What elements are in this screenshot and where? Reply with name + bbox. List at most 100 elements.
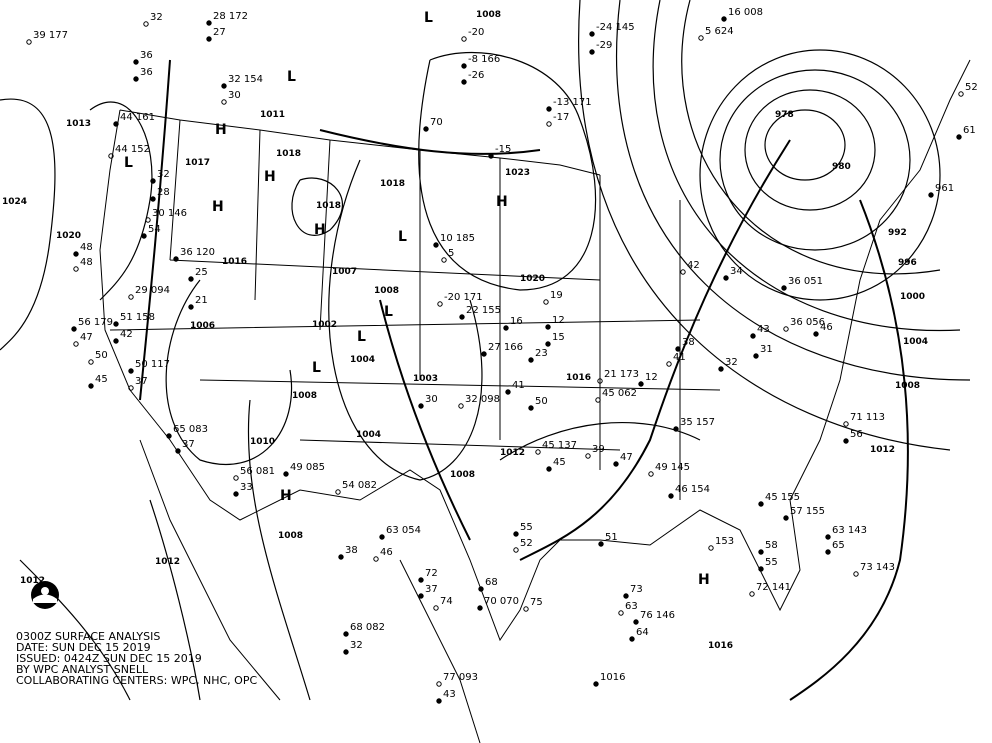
station-value: 25 xyxy=(195,267,208,278)
station-marker xyxy=(781,285,787,291)
station-value: -24 145 xyxy=(596,22,635,33)
station-marker xyxy=(343,649,349,655)
isobar-label: 1016 xyxy=(708,641,733,651)
station-value: 5 xyxy=(448,248,454,259)
station-marker xyxy=(113,321,119,327)
station-value: 35 157 xyxy=(680,417,715,428)
station-marker xyxy=(528,405,534,411)
station-marker xyxy=(433,242,439,248)
station-value: 31 xyxy=(760,344,773,355)
station-marker xyxy=(188,276,194,282)
station-value: 19 xyxy=(550,290,563,301)
station-value: 73 xyxy=(630,584,643,595)
station-value: 30 xyxy=(425,394,438,405)
isobar-label: 1008 xyxy=(374,286,399,296)
station-marker xyxy=(73,266,79,272)
station-marker xyxy=(956,134,962,140)
isobar-label: 1012 xyxy=(155,557,180,567)
station-marker xyxy=(721,16,727,22)
station-value: 46 xyxy=(380,547,393,558)
station-marker xyxy=(441,257,447,263)
station-marker xyxy=(418,593,424,599)
pressure-centers: H H H H H H H L L L L L L L xyxy=(124,10,710,588)
station-marker xyxy=(433,605,439,611)
station-marker xyxy=(143,21,149,27)
station-value: 42 xyxy=(687,260,700,271)
station-marker xyxy=(528,357,534,363)
isobar-label: 1017 xyxy=(185,158,210,168)
station-marker xyxy=(233,475,239,481)
station-marker xyxy=(535,449,541,455)
station-marker xyxy=(598,541,604,547)
station-value: 61 xyxy=(963,125,976,136)
isobar-label: 1004 xyxy=(350,355,375,365)
station-value: 46 154 xyxy=(675,484,710,495)
station-value: 12 xyxy=(645,372,658,383)
station-value: 50 xyxy=(95,350,108,361)
station-plots: 32 28 172 27 39 177 36 32 154 30 36 44 161 44 152… xyxy=(26,7,978,704)
station-marker xyxy=(71,326,77,332)
station-marker xyxy=(141,233,147,239)
station-marker xyxy=(623,593,629,599)
station-value: -17 xyxy=(553,112,569,123)
station-value: 32 xyxy=(350,640,363,651)
isobar-label: 1018 xyxy=(316,201,341,211)
isobar-label: 1007 xyxy=(332,267,357,277)
station-value: -26 xyxy=(468,70,484,81)
station-value: 74 xyxy=(440,596,453,607)
cold-front-central xyxy=(519,139,791,561)
isobar-label: 1012 xyxy=(20,576,45,586)
station-marker xyxy=(545,341,551,347)
isobar-label: 978 xyxy=(775,110,794,120)
station-value: 16 008 xyxy=(728,7,763,18)
station-marker xyxy=(613,461,619,467)
station-marker xyxy=(128,368,134,374)
station-value: 63 xyxy=(625,601,638,612)
isobar-label: 1006 xyxy=(190,321,215,331)
station-marker xyxy=(488,153,494,159)
station-value: 49 145 xyxy=(655,462,690,473)
station-marker xyxy=(379,534,385,540)
station-value: 54 082 xyxy=(342,480,377,491)
station-marker xyxy=(423,126,429,132)
station-value: 77 093 xyxy=(443,672,478,683)
station-value: 68 082 xyxy=(350,622,385,633)
station-value: 21 173 xyxy=(604,369,639,380)
low-pressure-center: L xyxy=(398,229,407,245)
station-marker xyxy=(436,698,442,704)
isobar-label: 1016 xyxy=(222,257,247,267)
isobar-label: 1023 xyxy=(505,168,530,178)
station-marker xyxy=(88,359,94,365)
station-value: 51 xyxy=(605,532,618,543)
station-value: 10 185 xyxy=(440,233,475,244)
station-value: 55 xyxy=(765,557,778,568)
station-value: 45 062 xyxy=(602,388,637,399)
station-value: 68 xyxy=(485,577,498,588)
station-value: 41 xyxy=(512,380,525,391)
cold-front-west xyxy=(379,299,471,541)
station-value: 46 xyxy=(820,322,833,333)
station-marker xyxy=(546,466,552,472)
station-value: 43 xyxy=(443,689,456,700)
station-marker xyxy=(145,217,151,223)
station-marker xyxy=(113,121,119,127)
station-marker xyxy=(723,275,729,281)
station-marker xyxy=(593,681,599,687)
caption-date: DATE: SUN DEC 15 2019 xyxy=(16,641,151,654)
station-value: 43 xyxy=(757,324,770,335)
station-marker xyxy=(825,549,831,555)
station-value: 36 120 xyxy=(180,247,215,258)
station-marker xyxy=(206,20,212,26)
warm-front xyxy=(319,129,541,155)
isobar-label: 1010 xyxy=(250,437,275,447)
station-marker xyxy=(335,489,341,495)
isobar-label: 1004 xyxy=(903,337,928,347)
station-value: 15 xyxy=(552,332,565,343)
station-value: 32 098 xyxy=(465,394,500,405)
station-value: 23 xyxy=(535,348,548,359)
isobar-label: 1008 xyxy=(476,10,501,20)
station-marker xyxy=(543,299,549,305)
station-value: 36 051 xyxy=(788,276,823,287)
caption-centers: COLLABORATING CENTERS: WPC, NHC, OPC xyxy=(16,674,258,687)
station-value: 49 085 xyxy=(290,462,325,473)
